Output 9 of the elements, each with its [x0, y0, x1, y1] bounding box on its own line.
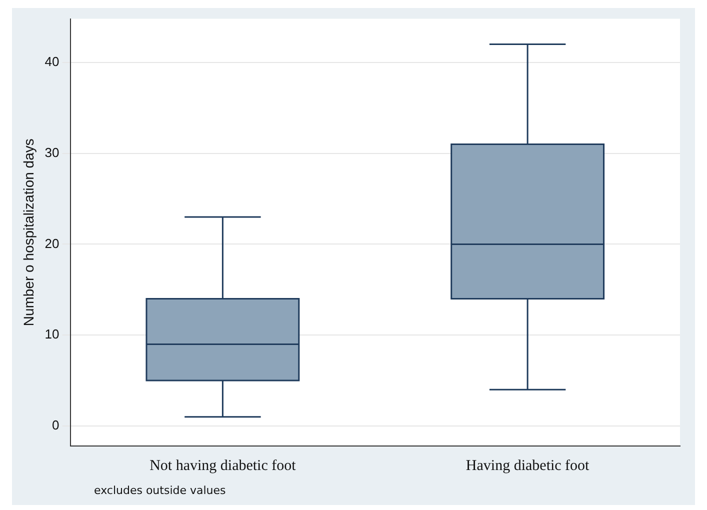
y-tick-label: 10 — [44, 326, 60, 342]
y-tick-label: 40 — [44, 54, 60, 70]
y-tick-label: 0 — [52, 418, 60, 433]
y-axis-title: Number o hospitalization days — [20, 138, 36, 326]
y-tick-label: 20 — [44, 236, 60, 251]
x-tick-label: Having diabetic foot — [466, 458, 590, 474]
x-tick-label: Not having diabetic foot — [150, 458, 297, 474]
y-tick-label: 30 — [44, 144, 60, 160]
text: excludes outside values — [94, 484, 226, 497]
